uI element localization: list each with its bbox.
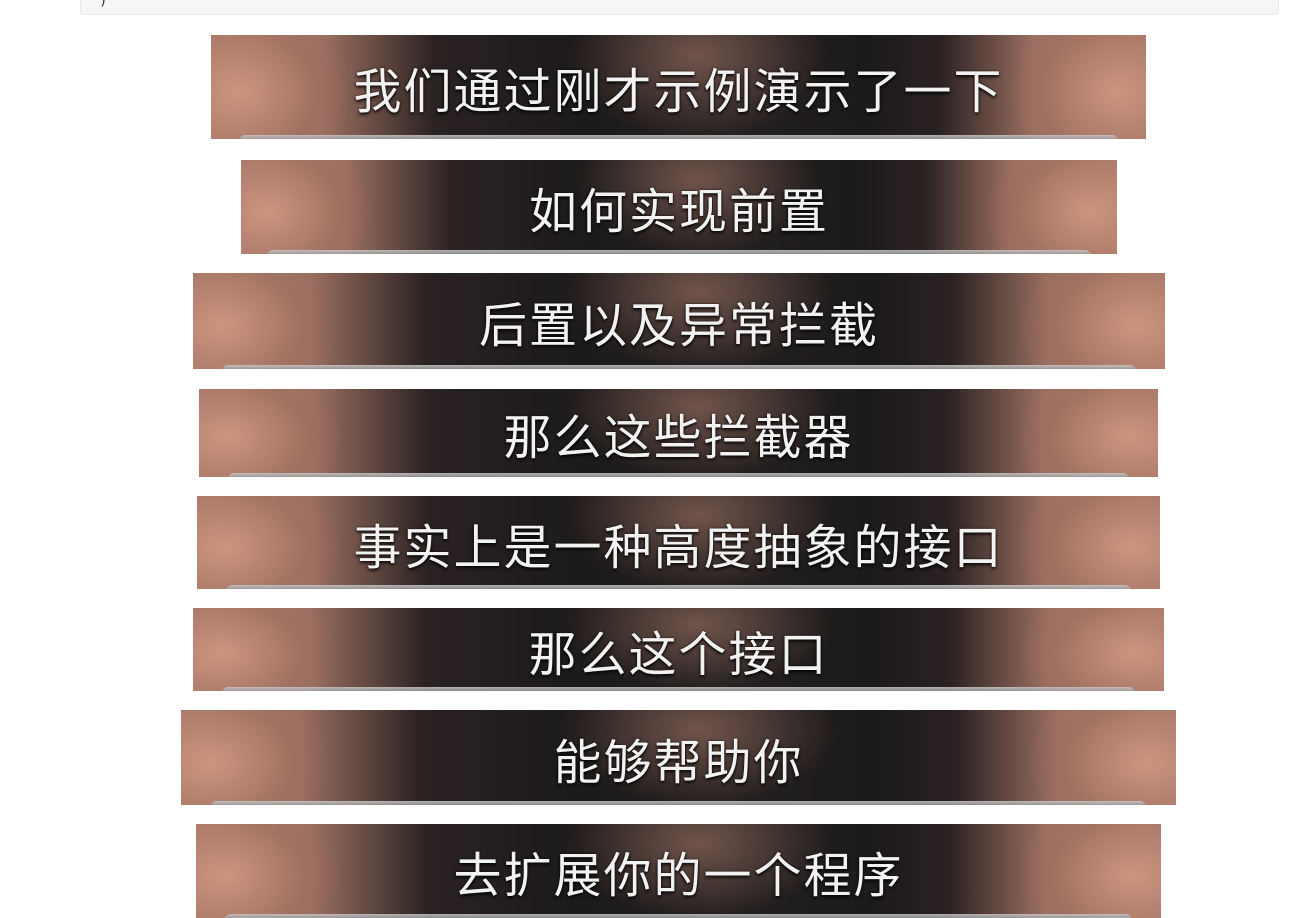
subtitle-frame-4: 那么这些拦截器 (199, 389, 1158, 477)
subtitle-frame-6: 那么这个接口 (193, 608, 1164, 691)
code-glyph: ) (99, 0, 108, 9)
subtitle-text-7: 能够帮助你 (553, 734, 804, 791)
subtitle-frame-1: 我们通过刚才示例演示了一下 (211, 35, 1146, 139)
code-block-strip: ) (80, 0, 1279, 15)
subtitle-text-2: 如何实现前置 (528, 184, 829, 240)
subtitle-text-4: 那么这些拦截器 (503, 410, 854, 466)
subtitle-text-8: 去扩展你的一个程序 (453, 848, 904, 904)
subtitle-frame-5: 事实上是一种高度抽象的接口 (197, 496, 1160, 589)
subtitle-frame-3: 后置以及异常拦截 (193, 273, 1165, 369)
subtitle-text-3: 后置以及异常拦截 (478, 298, 879, 354)
subtitle-text-6: 那么这个接口 (528, 626, 829, 683)
subtitle-text-5: 事实上是一种高度抽象的接口 (353, 519, 1004, 576)
subtitle-frame-8: 去扩展你的一个程序 (196, 824, 1161, 918)
subtitle-frame-7: 能够帮助你 (181, 710, 1176, 805)
subtitle-frame-2: 如何实现前置 (241, 160, 1117, 254)
subtitle-text-1: 我们通过刚才示例演示了一下 (353, 64, 1004, 120)
